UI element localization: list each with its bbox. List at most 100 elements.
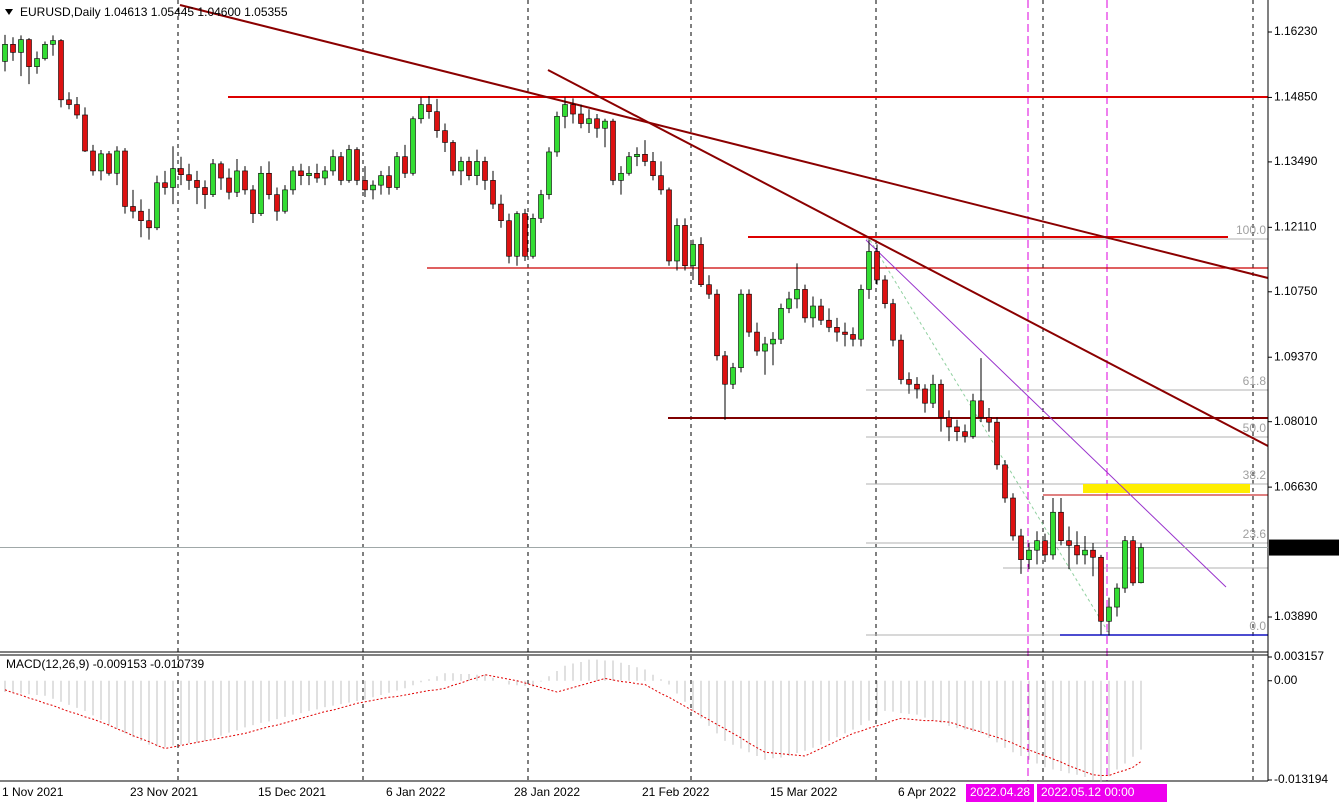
annotation-box — [966, 784, 1034, 802]
candle-body — [162, 182, 168, 188]
candle-body — [410, 118, 416, 174]
candle-body — [282, 189, 288, 212]
candle-body — [930, 383, 936, 404]
candle-body — [530, 218, 536, 257]
y-tick-label: 1.08010 — [1274, 414, 1318, 428]
candle-body — [130, 206, 136, 212]
candle-body — [82, 114, 88, 152]
x-tick-label: 6 Apr 2022 — [898, 785, 956, 799]
candle-body — [714, 293, 720, 357]
candle-body — [1082, 549, 1088, 556]
candle-body — [306, 172, 312, 176]
candle-body — [394, 156, 400, 188]
candle-body — [362, 180, 368, 191]
x-tick-label: 28 Jan 2022 — [514, 785, 580, 799]
candle-body — [122, 150, 128, 207]
candle-body — [970, 400, 976, 437]
candle-body — [634, 154, 640, 157]
candle-body — [1114, 587, 1120, 608]
candle-body — [258, 172, 264, 214]
fib-label: 50.0 — [1243, 421, 1267, 435]
candle-body — [482, 161, 488, 181]
y-tick-label: 1.13490 — [1274, 154, 1318, 168]
candle-body — [154, 182, 160, 229]
candle-body — [658, 175, 664, 191]
candle-body — [666, 189, 672, 262]
candle-body — [906, 379, 912, 385]
candle-body — [618, 172, 624, 181]
candle-body — [834, 327, 840, 333]
x-tick-label: 15 Mar 2022 — [770, 785, 838, 799]
annotation: 2022.05.12 00:00 — [1041, 785, 1135, 799]
candle-body — [466, 161, 472, 176]
candle-body — [754, 331, 760, 352]
candle-body — [602, 120, 608, 129]
candle-body — [882, 279, 888, 304]
candle-body — [66, 99, 72, 105]
fibonacci-labels: 100.0 61.8 50.0 38.2 23.6 0.0 — [1236, 223, 1266, 633]
fib-label: 23.6 — [1243, 527, 1267, 541]
candle-body — [890, 303, 896, 341]
candle-body — [762, 343, 768, 352]
candle-body — [1130, 540, 1136, 584]
candle-body — [26, 39, 32, 67]
panel-frame — [0, 0, 1269, 782]
candle-body — [698, 244, 704, 285]
x-tick-label: 6 Jan 2022 — [386, 785, 446, 799]
candle-body — [626, 156, 632, 174]
candle-body — [706, 284, 712, 295]
candle-body — [234, 170, 240, 193]
candle-body — [378, 175, 384, 186]
candle-body — [50, 40, 56, 45]
candle-body — [10, 44, 16, 53]
candle-body — [730, 367, 736, 385]
candle-body — [218, 163, 224, 179]
candle-body — [986, 417, 992, 423]
candle-body — [738, 293, 744, 368]
candle-body — [874, 251, 880, 281]
candle-body — [170, 168, 176, 188]
candle-body — [242, 170, 248, 191]
candle-body — [1106, 606, 1112, 622]
candle-body — [74, 104, 80, 116]
y-tick-label: 1.06630 — [1274, 479, 1318, 493]
candle-body — [858, 289, 864, 340]
candle-body — [2, 44, 8, 62]
chart-title: EURUSD,Daily 1.04613 1.05445 1.04600 1.0… — [20, 5, 288, 19]
annotation-box — [1037, 784, 1167, 802]
candle-body — [354, 149, 360, 181]
candle-body — [954, 426, 960, 432]
candle-body — [962, 431, 968, 437]
candle-body — [1010, 497, 1016, 537]
y-tick-label: 0.00 — [1274, 673, 1298, 687]
y-tick-label: -0.013194 — [1274, 772, 1328, 786]
candle-body — [770, 338, 776, 345]
candle-body — [186, 174, 192, 181]
candle-body — [402, 156, 408, 174]
candle-body — [34, 58, 40, 67]
candle-body — [474, 161, 480, 176]
annotation: 2022.04.28 — [970, 785, 1030, 799]
menu-triangle[interactable] — [5, 9, 13, 15]
candle-body — [946, 417, 952, 428]
candle-body — [338, 156, 344, 181]
candle-body — [90, 150, 96, 172]
candle-body — [266, 172, 272, 195]
candle-body — [866, 251, 872, 290]
candle-body — [298, 170, 304, 176]
candle-body — [386, 175, 392, 188]
current-price-label: 1.05355 — [1274, 540, 1318, 554]
y-tick-label: 1.03890 — [1274, 609, 1318, 623]
candle-body — [842, 331, 848, 335]
candle-body — [250, 189, 256, 214]
candle-body — [938, 383, 944, 418]
candle-body — [98, 153, 104, 172]
candle-body — [330, 156, 336, 172]
candle-body — [210, 163, 216, 195]
candle-body — [538, 194, 544, 219]
signal-line — [4, 674, 1142, 777]
candle-body — [1026, 549, 1032, 560]
candle-body — [442, 130, 448, 143]
fib-label: 0.0 — [1249, 619, 1266, 633]
